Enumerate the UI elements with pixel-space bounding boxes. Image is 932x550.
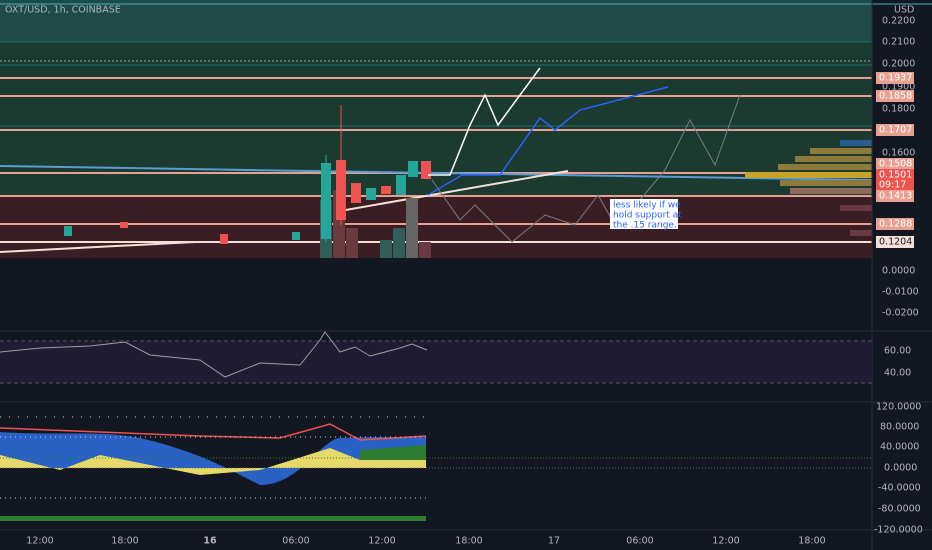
vp-bar	[850, 230, 872, 236]
price-tick: 0.2000	[882, 59, 915, 70]
trend-line	[339, 170, 569, 212]
osc-tick: -120.0000	[874, 525, 923, 536]
volume-bar	[419, 242, 431, 258]
level-tag	[876, 124, 914, 136]
osc-tick: 40.0000	[880, 442, 919, 453]
candle	[336, 160, 346, 220]
level-label: 0.1508	[879, 159, 912, 170]
time-tick: 18:00	[798, 536, 825, 547]
time-tick: 06:00	[282, 536, 309, 547]
volume-profile	[745, 140, 872, 236]
rsi-tick: 60.00	[884, 346, 911, 357]
level-tag	[876, 169, 914, 191]
price-tick: 0.1600	[882, 148, 915, 159]
volume-bar	[406, 198, 418, 258]
level-tag	[876, 72, 914, 84]
vp-bar	[778, 164, 872, 170]
level-tag	[876, 236, 914, 248]
osc-line	[0, 423, 427, 441]
osc-tick: 120.0000	[876, 402, 921, 413]
vp-bar	[790, 188, 872, 194]
zone	[0, 0, 872, 42]
price-tick: 0.1800	[882, 104, 915, 115]
candle	[292, 232, 300, 240]
time-tick: 18:00	[111, 536, 138, 547]
time-tick: 12:00	[712, 536, 739, 547]
osc-tick: -80.0000	[878, 504, 921, 515]
candle	[321, 163, 331, 239]
annotation-text: hold support at	[613, 211, 682, 221]
zone	[0, 42, 872, 195]
time-tick: 12:00	[26, 536, 53, 547]
volume-bar	[346, 228, 358, 258]
osc-tick: 0.0000	[884, 463, 917, 474]
candle	[421, 161, 431, 179]
time-axis: 12:00 18:00 16 06:00 12:00 18:00 17 06:0…	[26, 536, 825, 547]
vp-bar	[840, 205, 872, 211]
candle	[381, 186, 391, 194]
level-tag	[876, 90, 914, 102]
level-labels	[876, 72, 914, 248]
trend-line	[0, 165, 873, 181]
rsi-band	[0, 341, 872, 383]
vp-bar	[840, 140, 872, 146]
time-tick: 16	[203, 536, 217, 547]
time-tick: 18:00	[455, 536, 482, 547]
candle	[408, 161, 418, 177]
vp-bar	[810, 148, 872, 154]
candle	[366, 188, 376, 200]
vp-bar	[745, 172, 872, 178]
candle	[220, 234, 228, 244]
trend-line	[0, 241, 196, 253]
level-label: 0.1937	[879, 73, 912, 84]
price-tick: 0.2200	[882, 16, 915, 27]
osc-tick: -40.0000	[878, 483, 921, 494]
volume-tick: -0.0100	[882, 287, 919, 298]
volume-tick: 0.0000	[882, 266, 915, 277]
osc-area	[0, 448, 426, 475]
volume-tick: -0.0200	[882, 308, 919, 319]
projection	[427, 86, 669, 196]
annotation-text: less likely if we	[613, 201, 681, 211]
level-tag	[876, 158, 914, 170]
annotation-text: the .15 range.	[613, 221, 677, 231]
volume-bar	[393, 228, 405, 258]
candle	[120, 222, 128, 228]
volume-bar	[380, 240, 392, 258]
zone	[0, 195, 872, 258]
vp-bar	[795, 156, 872, 162]
rsi-tick: 40.00	[884, 368, 911, 379]
time-tick: 17	[548, 536, 560, 547]
annotation-box	[610, 199, 678, 229]
price-tick: 0.1900	[882, 82, 915, 93]
osc-area	[0, 432, 426, 485]
osc-tick: 80.0000	[880, 422, 919, 433]
level-label: 0.1501	[879, 170, 912, 181]
candle	[351, 183, 361, 203]
level-label: 0.1707	[879, 125, 912, 136]
candle	[64, 226, 72, 236]
countdown: 09:17	[879, 180, 906, 191]
vp-bar	[780, 180, 872, 186]
osc-area	[360, 445, 426, 460]
osc-bar	[0, 516, 426, 521]
candle	[396, 175, 406, 195]
level-tag	[876, 218, 914, 230]
level-label: 0.1204	[879, 237, 912, 248]
projection	[428, 67, 541, 176]
level-label: 0.1288	[879, 219, 912, 230]
level-label: 0.1413	[879, 191, 912, 202]
rsi-line	[0, 331, 428, 378]
level-label: 0.1858	[879, 91, 912, 102]
time-tick: 12:00	[368, 536, 395, 547]
symbol-title: OXT/USD, 1h, COINBASE	[5, 5, 121, 16]
time-tick: 06:00	[626, 536, 653, 547]
candles	[64, 105, 431, 244]
price-tick: 0.2100	[882, 37, 915, 48]
projection	[431, 94, 741, 243]
level-tag	[876, 190, 914, 202]
currency: USD	[894, 5, 914, 16]
